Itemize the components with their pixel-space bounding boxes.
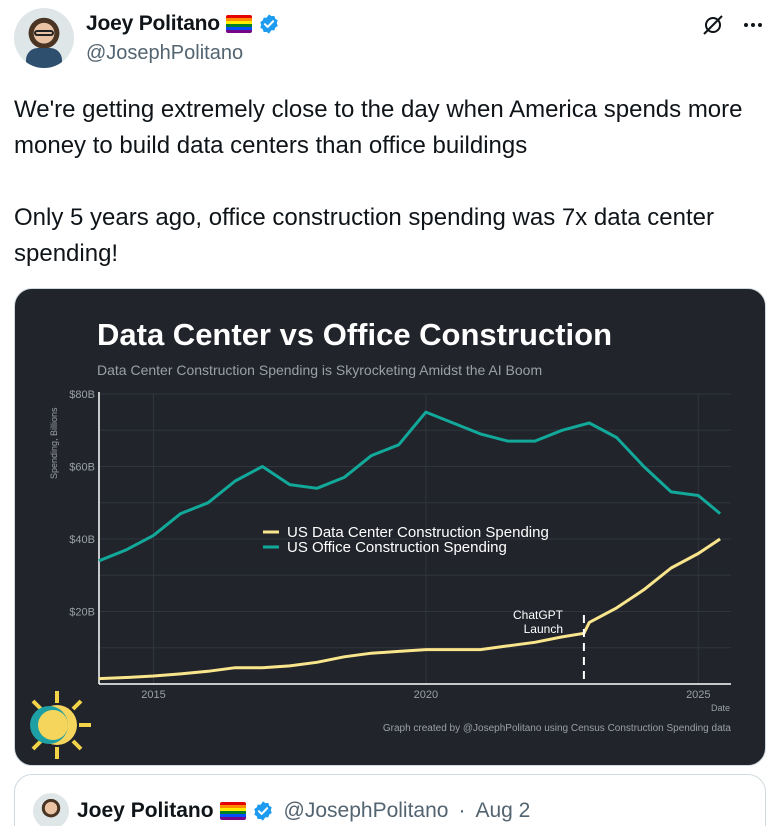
author-name-row: Joey Politano: [86, 12, 280, 36]
annotation-line2: Launch: [524, 622, 563, 636]
chatgpt-annotation: ChatGPT Launch: [513, 608, 585, 684]
chart-axes: $20B $40B $60B $80B 2015 2020 2025: [69, 389, 731, 701]
y-tick-label: $60B: [69, 462, 95, 474]
chart-subtitle: Data Center Construction Spending is Sky…: [97, 362, 542, 378]
author-handle[interactable]: @JosephPolitano: [86, 42, 244, 64]
grok-icon[interactable]: [700, 12, 726, 38]
quoted-author-row: Joey Politano @JosephPolitano · Aug 2: [77, 799, 530, 823]
quoted-separator: ·: [458, 799, 466, 822]
chart-title: Data Center vs Office Construction: [97, 317, 612, 352]
more-icon[interactable]: [740, 12, 766, 38]
chart-lines: [98, 410, 722, 681]
tweet-header: Joey Politano @JosephPolitano: [14, 8, 766, 72]
chart-image[interactable]: Data Center vs Office Construction Data …: [14, 288, 766, 766]
x-tick-label: 2020: [414, 689, 438, 701]
y-tick-label: $20B: [69, 607, 95, 619]
x-axis-label: Date: [711, 703, 730, 713]
quoted-handle: @JosephPolitano: [283, 799, 449, 822]
avatar-shirt: [26, 48, 62, 68]
rainbow-flag-icon: [219, 802, 246, 820]
avatar-glasses: [34, 30, 54, 36]
legend-label: US Office Construction Spending: [287, 539, 507, 556]
tweet-text: We're getting extremely close to the day…: [14, 96, 743, 267]
chart-grid: [99, 393, 731, 684]
verified-icon: [260, 14, 278, 34]
y-tick-label: $80B: [69, 389, 95, 401]
header-actions: [700, 12, 766, 38]
sun-logo-icon: [30, 691, 91, 759]
rainbow-flag-icon: [225, 15, 252, 33]
line-chart: Data Center vs Office Construction Data …: [30, 317, 732, 759]
x-tick-label: 2015: [141, 689, 165, 701]
annotation-line1: ChatGPT: [513, 608, 564, 622]
verified-icon: [253, 801, 272, 821]
quoted-author-avatar: [33, 793, 69, 826]
legend-label: US Data Center Construction Spending: [287, 524, 549, 541]
quoted-tweet[interactable]: Joey Politano @JosephPolitano · Aug 2: [14, 774, 766, 826]
y-tick-label: $40B: [69, 534, 95, 546]
y-axis-label: Spending, Billions: [49, 407, 59, 479]
author-name[interactable]: Joey Politano: [86, 12, 220, 35]
chart-credit: Graph created by @JosephPolitano using C…: [383, 723, 732, 734]
series-line-data-center: [98, 537, 721, 681]
author-avatar[interactable]: [14, 8, 74, 68]
x-tick-label: 2025: [686, 689, 710, 701]
quoted-date: Aug 2: [475, 799, 531, 822]
series-line-office: [98, 410, 722, 563]
quoted-author-name: Joey Politano: [77, 799, 214, 822]
